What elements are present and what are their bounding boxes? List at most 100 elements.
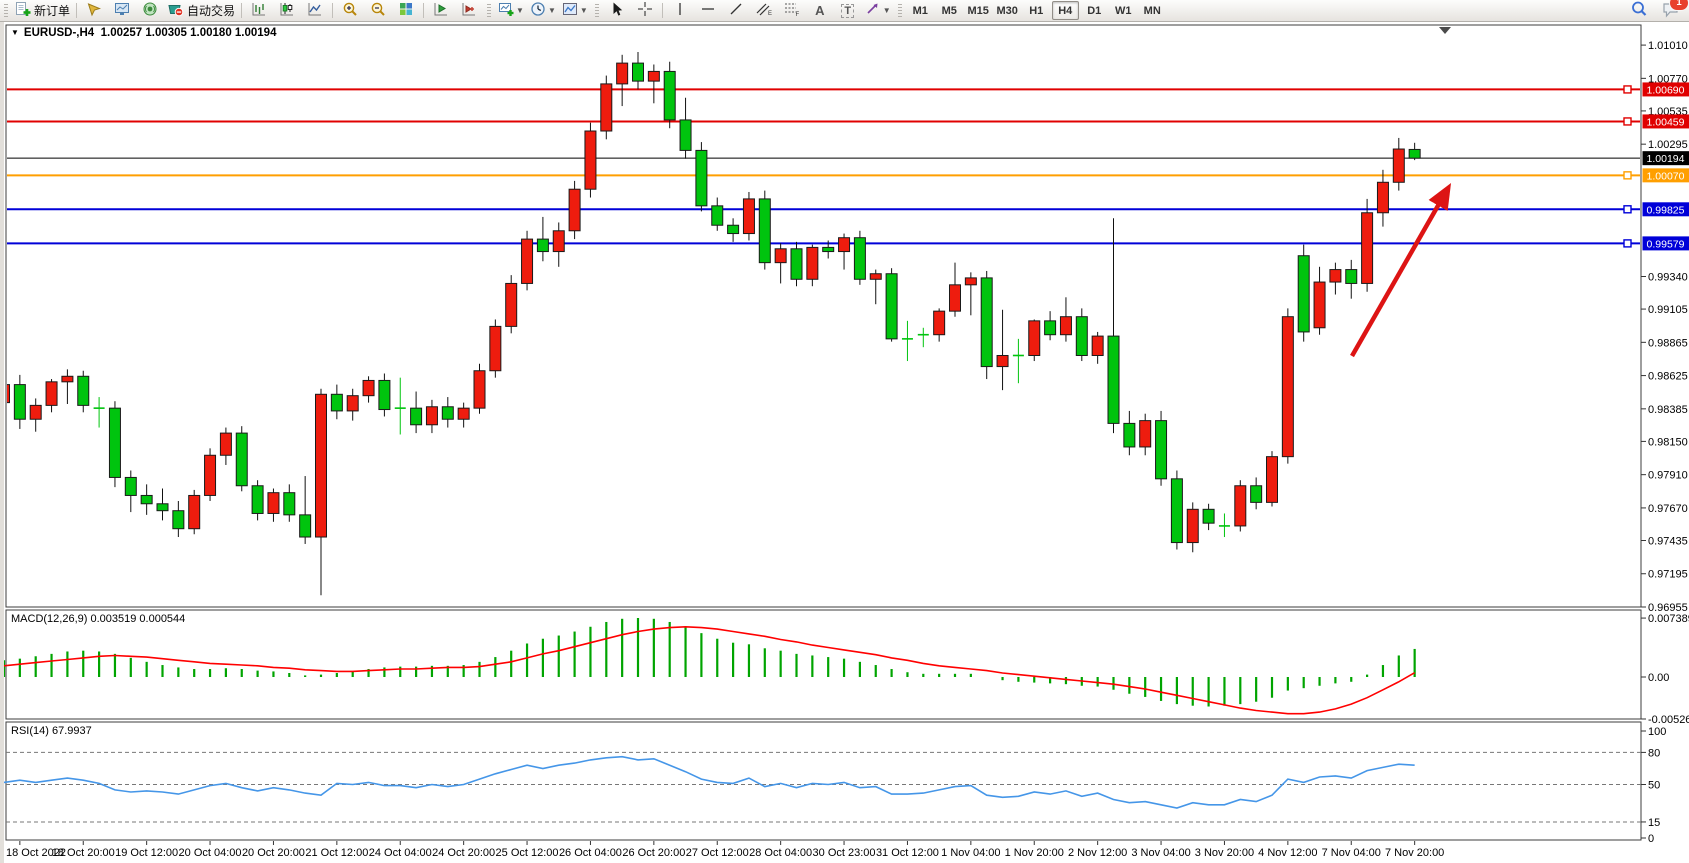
periods-button[interactable]: ▼ (527, 0, 559, 21)
rsi-axis-label: 15 (1648, 817, 1660, 829)
candle-body (885, 273, 898, 340)
launcher-button[interactable] (80, 0, 108, 21)
candle-body (330, 393, 343, 412)
cursor-button[interactable] (603, 0, 631, 21)
timeframe-button-M5[interactable]: M5 (941, 4, 957, 17)
text-icon: A (815, 3, 825, 18)
candle-doji (1218, 525, 1230, 527)
search-button[interactable] (1630, 0, 1648, 21)
candle-body (1139, 420, 1152, 448)
arrows-tool-button[interactable]: ▼ (862, 0, 894, 21)
candle-body (425, 406, 438, 426)
text-tool-button[interactable]: A (806, 0, 834, 21)
timeframe-button-W1[interactable]: W1 (1114, 4, 1132, 17)
template-chart-icon (562, 1, 578, 20)
candle-body (536, 238, 549, 253)
candle-doji (917, 333, 929, 336)
monitor-icon (114, 1, 130, 20)
candle-body (1075, 316, 1088, 356)
bar-chart-button[interactable] (245, 0, 273, 21)
signals-button[interactable] (136, 0, 164, 21)
svg-text:F: F (796, 12, 800, 17)
gold-pointer-icon (86, 1, 102, 20)
tile-windows-button[interactable] (392, 0, 420, 21)
candle-body (378, 379, 391, 411)
candlestick-chart-icon (279, 1, 295, 20)
toolbar-drag-handle[interactable] (487, 3, 492, 18)
trend-arrow-annotation (1350, 182, 1452, 358)
candle-body (822, 246, 835, 253)
clock-icon (530, 1, 546, 20)
timeframe-button-MN[interactable]: MN (1143, 4, 1161, 17)
timeframe-button-M15[interactable]: M15 (967, 4, 989, 17)
vertical-line-button[interactable] (666, 0, 694, 21)
time-axis-label: 4 Nov 12:00 (1258, 847, 1317, 859)
timeframe-button-H1[interactable]: H1 (1029, 4, 1044, 17)
candle-body (505, 282, 518, 327)
timeframe-button-H4[interactable]: H4 (1051, 1, 1079, 20)
hline-handle (1623, 205, 1632, 214)
candle-body (410, 407, 423, 426)
autotrading-button[interactable]: 自动交易 (164, 0, 238, 21)
time-axis-label: 1 Nov 20:00 (1005, 847, 1064, 859)
signal-orb-icon (142, 1, 158, 20)
hline-handle (1623, 239, 1632, 248)
hline-handle (1623, 171, 1632, 180)
macd-indicator-label: MACD(12,26,9) 0.003519 0.000544 (11, 613, 186, 625)
candlestick-chart-button[interactable] (273, 0, 301, 21)
templates-button[interactable]: ▼ (559, 0, 591, 21)
timeframe-button-M1[interactable]: M1 (912, 4, 928, 17)
candle-body (124, 476, 137, 496)
chevron-down-icon: ▼ (516, 6, 524, 15)
candle-body (679, 119, 692, 151)
candle-body (774, 248, 787, 264)
candle-body (568, 188, 581, 232)
channel-icon: E (755, 1, 772, 20)
timeframe-button-D1[interactable]: D1 (1087, 4, 1102, 17)
line-chart-button[interactable] (301, 0, 329, 21)
new-order-button[interactable]: 新订单 (12, 0, 73, 21)
text-label-button[interactable]: T (834, 0, 862, 21)
candle-doji (1012, 354, 1024, 357)
candle-body (235, 432, 248, 487)
candle-body (1408, 148, 1421, 159)
candle-doji (394, 407, 406, 409)
price-axis-label: 0.99105 (1648, 304, 1688, 316)
candle-doji (901, 338, 913, 340)
candle-body (7, 384, 10, 404)
chevron-down-icon: ▼ (882, 6, 891, 15)
macd-axis-label: 0.007389 (1648, 613, 1689, 625)
chat-button[interactable]: 1 (1662, 0, 1689, 21)
candle-body (204, 454, 217, 496)
chart-shift-button[interactable] (455, 0, 483, 21)
fibonacci-button[interactable]: F (778, 0, 806, 21)
candle-body (1170, 478, 1183, 544)
toolbar-drag-handle[interactable] (4, 3, 8, 18)
candle-body (790, 248, 803, 280)
toolbar-separator (661, 3, 663, 18)
new-chart-button[interactable]: ▼ (495, 0, 527, 21)
window-left-grip[interactable] (0, 21, 4, 863)
auto-scroll-button[interactable] (427, 0, 455, 21)
horizontal-line-button[interactable] (694, 0, 722, 21)
trendline-button[interactable] (722, 0, 750, 21)
autotrading-icon (167, 1, 184, 20)
toolbar-drag-handle[interactable] (897, 3, 902, 18)
zoom-in-button[interactable] (336, 0, 364, 21)
candle-body (980, 277, 993, 368)
price-axis-label: 1.01010 (1648, 40, 1688, 52)
chart-dropdown-icon[interactable]: ▼ (11, 28, 19, 37)
crosshair-button[interactable] (631, 0, 659, 21)
candle-body (1376, 181, 1389, 214)
price-badge-value: 1.00459 (1647, 116, 1685, 128)
market-watch-button[interactable] (108, 0, 136, 21)
toolbar-drag-handle[interactable] (594, 3, 599, 18)
candle-body (299, 514, 312, 538)
equidistant-channel-button[interactable]: E (750, 0, 778, 21)
timeframe-button-M30[interactable]: M30 (996, 4, 1018, 17)
chart-symbol-period: EURUSD-,H4 (23, 27, 95, 39)
candle-body (441, 406, 454, 420)
zoom-out-button[interactable] (364, 0, 392, 21)
time-axis-label: 25 Oct 12:00 (496, 847, 559, 859)
